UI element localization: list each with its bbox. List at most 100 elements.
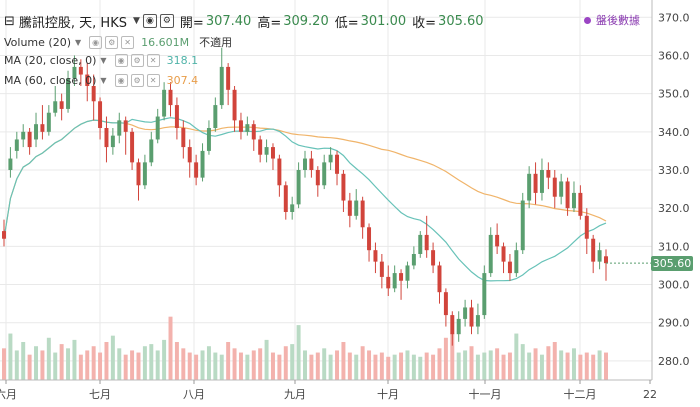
candle-body	[296, 170, 301, 205]
open-value: 307.40	[205, 13, 252, 29]
candle	[251, 120, 256, 151]
candle	[463, 299, 468, 327]
candle-body	[399, 273, 404, 281]
candle	[424, 215, 429, 258]
candle	[194, 154, 199, 186]
candle-body	[309, 158, 314, 170]
x-tick-label: 十二月	[564, 387, 597, 401]
candle-body	[98, 101, 103, 128]
candle	[418, 231, 423, 258]
eye-icon[interactable]: ◉	[114, 54, 128, 67]
candle	[495, 223, 500, 254]
volume-bar	[290, 344, 295, 380]
volume-bar	[245, 354, 250, 380]
visibility-icon[interactable]: ◉	[142, 14, 157, 28]
candle	[78, 59, 83, 86]
volume-bar	[46, 337, 51, 380]
gear-icon[interactable]: ⚙	[105, 35, 119, 49]
after-hours-label: 盤後數據	[596, 14, 640, 27]
close-icon[interactable]: ✕	[121, 35, 135, 49]
candlesticks	[2, 47, 608, 346]
candle-body	[232, 89, 237, 121]
candle	[539, 158, 544, 201]
last-price-label: 305.60	[651, 256, 693, 272]
after-hours-toggle[interactable]: 盤後數據	[584, 12, 640, 28]
eye-icon[interactable]: ◉	[89, 35, 103, 49]
close-icon[interactable]: ✕	[146, 74, 160, 87]
volume-bar	[226, 342, 231, 380]
indicator-volume-extra: 不適用	[199, 36, 233, 49]
candle-body	[411, 254, 416, 266]
chart-style-icon[interactable]: ⊟	[4, 13, 15, 29]
chevron-down-icon[interactable]: ▼	[100, 76, 107, 85]
chevron-down-icon[interactable]: ▼	[100, 56, 107, 65]
candle	[46, 105, 51, 136]
close-value: 305.60	[438, 13, 484, 29]
volume-bar	[367, 350, 372, 380]
volume-bar	[501, 354, 506, 380]
candle-body	[450, 315, 455, 335]
volume-bar	[533, 348, 538, 380]
volume-bar	[117, 348, 122, 380]
candle-body	[136, 162, 141, 186]
volume-bar	[328, 354, 333, 380]
settings-icon[interactable]: ⚙	[159, 14, 174, 28]
candle	[181, 120, 186, 159]
volume-bar	[162, 339, 167, 380]
volume-bar	[303, 350, 307, 380]
candle-body	[392, 273, 397, 289]
candle	[450, 311, 455, 346]
candle-body	[264, 147, 269, 155]
candle	[399, 269, 404, 300]
candle	[123, 116, 128, 155]
low-label: 低=	[334, 15, 359, 31]
eye-icon[interactable]: ◉	[114, 74, 128, 87]
chart-header: ⊟ 騰訊控股, 天, HKS ▼ ◉ ⚙ 開= 307.40 高= 309.20 低…	[4, 12, 484, 31]
volume-bar	[91, 346, 96, 380]
candle	[219, 47, 224, 109]
volume-bar	[136, 352, 141, 380]
y-tick-label: 300.0	[658, 279, 690, 292]
candle-body	[213, 105, 218, 128]
candle	[296, 162, 301, 209]
chevron-down-icon[interactable]: ▼	[75, 37, 82, 47]
x-tick-label: 九月	[284, 388, 306, 401]
candle	[174, 97, 179, 140]
candle-body	[584, 215, 589, 239]
candle-body	[277, 158, 282, 186]
indicator-ma60[interactable]: MA (60, close, 0) ▼ ◉ ⚙ ✕ 307.4	[4, 74, 198, 87]
indicator-ma60-name: MA (60, close, 0)	[4, 74, 97, 87]
close-icon[interactable]: ✕	[146, 54, 160, 67]
candle-body	[571, 192, 576, 209]
candle	[386, 265, 391, 296]
volume-bar	[142, 346, 147, 380]
indicator-volume[interactable]: Volume (20) ▼ ◉ ⚙ ✕ 16.601M 不適用	[4, 34, 232, 50]
candle-body	[40, 124, 45, 132]
gear-icon[interactable]: ⚙	[130, 54, 144, 67]
gear-icon[interactable]: ⚙	[130, 74, 144, 87]
volume-bar	[456, 352, 461, 380]
candle	[206, 120, 211, 155]
candle	[258, 135, 263, 163]
candle	[245, 116, 250, 136]
candle-body	[290, 204, 295, 212]
volume-bar	[450, 333, 455, 380]
candle-body	[206, 128, 211, 151]
high-value: 309.20	[283, 13, 329, 29]
candle-body	[565, 181, 570, 209]
volume-bar	[405, 350, 410, 380]
volume-bar	[565, 352, 570, 380]
candle	[290, 196, 295, 220]
candle	[277, 154, 282, 197]
volume-bar	[174, 342, 179, 380]
volume-bar	[591, 354, 596, 380]
volume-bar	[8, 333, 13, 380]
candle-body	[597, 250, 602, 262]
symbol-selector[interactable]: ⊟ 騰訊控股, 天, HKS ▼	[4, 12, 140, 31]
candle	[200, 143, 205, 182]
candle-body	[34, 124, 39, 140]
candle-body	[155, 116, 160, 140]
indicator-ma20[interactable]: MA (20, close, 0) ▼ ◉ ⚙ ✕ 318.1	[4, 54, 198, 67]
candle-body	[8, 158, 13, 170]
